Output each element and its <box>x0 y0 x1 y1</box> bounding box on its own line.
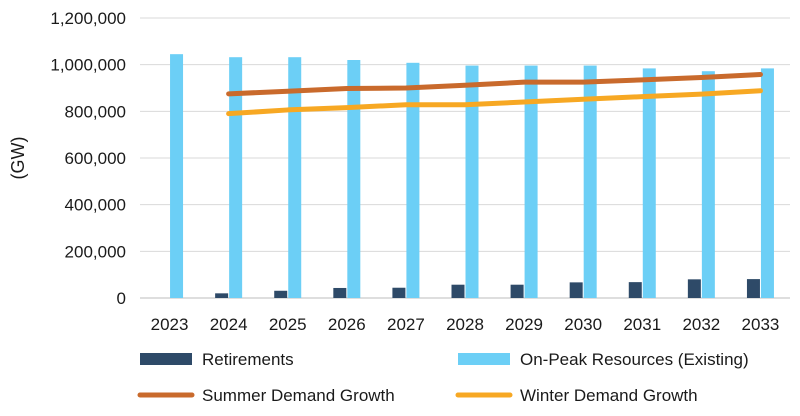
bar-on-peak-resources-existing <box>465 65 479 298</box>
legend-label: On-Peak Resources (Existing) <box>520 350 749 369</box>
y-tick-label: 400,000 <box>65 196 126 215</box>
legend-label: Summer Demand Growth <box>202 386 395 405</box>
bar-on-peak-resources-existing <box>170 54 184 298</box>
bar-retirements <box>215 293 229 298</box>
bar-on-peak-resources-existing <box>406 62 420 298</box>
bar-retirements <box>746 279 760 298</box>
bar-on-peak-resources-existing <box>760 68 774 299</box>
x-tick-label: 2026 <box>328 315 366 334</box>
x-tick-label: 2030 <box>564 315 602 334</box>
x-tick-label: 2027 <box>387 315 425 334</box>
bar-retirements <box>628 282 642 298</box>
x-tick-label: 2032 <box>682 315 720 334</box>
legend: Retirements On-Peak Resources (Existing) S… <box>137 350 749 405</box>
legend-item: On-Peak Resources (Existing) <box>458 350 749 369</box>
legend-item: Retirements <box>140 350 294 369</box>
bar-retirements <box>687 279 701 298</box>
y-tick-label: 200,000 <box>65 242 126 261</box>
axes: 0 200,000 400,000 600,000 800,000 1,000,000 1,… <box>8 9 779 334</box>
lines <box>226 71 763 117</box>
x-tick-label: 2031 <box>623 315 661 334</box>
y-tick-label: 600,000 <box>65 149 126 168</box>
bar-on-peak-resources-existing <box>524 65 538 298</box>
bar-retirements <box>451 284 465 298</box>
bar-on-peak-resources-existing <box>583 65 597 298</box>
bar-retirements <box>333 287 347 298</box>
y-tick-label: 800,000 <box>65 102 126 121</box>
bar-retirements <box>274 290 288 298</box>
x-tick-label: 2029 <box>505 315 543 334</box>
legend-item: Winter Demand Growth <box>455 386 698 405</box>
legend-label: Retirements <box>202 350 294 369</box>
y-tick-label: 0 <box>117 289 126 308</box>
x-tick-label: 2023 <box>151 315 189 334</box>
bar-on-peak-resources-existing <box>229 57 243 299</box>
bar-retirements <box>569 282 583 298</box>
bar-on-peak-resources-existing <box>288 57 302 299</box>
x-tick-label: 2033 <box>742 315 780 334</box>
bar-retirements <box>392 287 406 298</box>
y-axis-label: (GW) <box>8 137 28 180</box>
x-tick-label: 2025 <box>269 315 307 334</box>
legend-swatch <box>458 353 510 365</box>
bar-on-peak-resources-existing <box>347 60 361 298</box>
x-tick-label: 2028 <box>446 315 484 334</box>
y-tick-label: 1,200,000 <box>50 9 126 28</box>
legend-label: Winter Demand Growth <box>520 386 698 405</box>
legend-item: Summer Demand Growth <box>137 386 395 405</box>
bars <box>170 54 774 299</box>
bar-on-peak-resources-existing <box>642 68 656 299</box>
x-tick-label: 2024 <box>210 315 248 334</box>
bar-on-peak-resources-existing <box>701 71 715 298</box>
line-winter-demand-growth <box>226 88 763 117</box>
y-tick-label: 1,000,000 <box>50 56 126 75</box>
bar-retirements <box>510 284 524 298</box>
line-summer-demand-growth <box>226 71 763 97</box>
legend-swatch <box>140 353 192 365</box>
